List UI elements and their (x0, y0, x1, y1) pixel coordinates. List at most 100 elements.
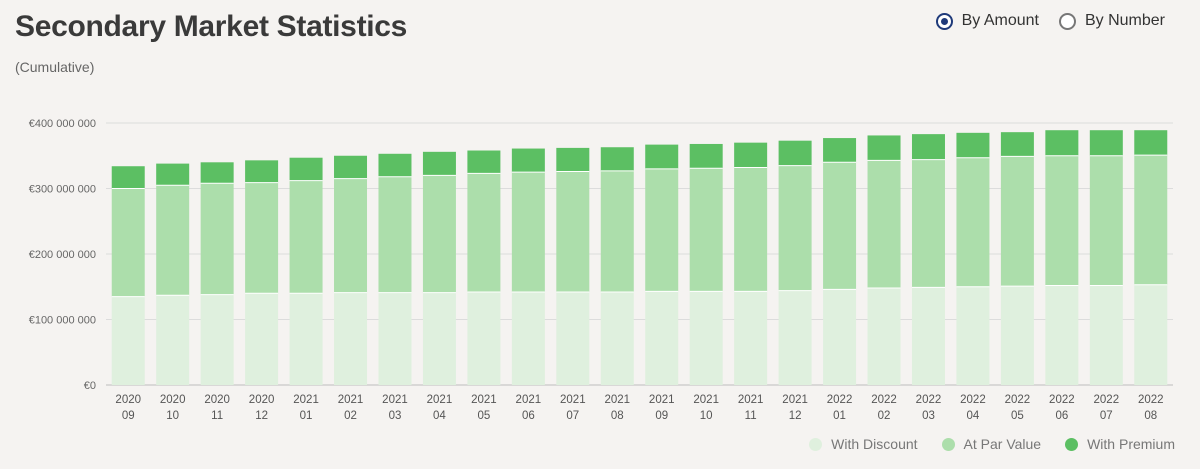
x-tick-month: 03 (922, 410, 935, 422)
bar-segment-discount (867, 288, 901, 385)
legend-label-premium: With Premium (1087, 436, 1175, 452)
x-tick-year: 2021 (471, 394, 497, 406)
x-tick-month: 06 (522, 410, 535, 422)
bar-segment-discount (245, 293, 279, 385)
page-subtitle: (Cumulative) (15, 59, 95, 75)
x-tick-year: 2021 (338, 394, 364, 406)
bar-segment-par (156, 185, 190, 296)
bar-segment-premium (1089, 130, 1123, 156)
bar-segment-premium (289, 157, 323, 181)
bar-segment-par (1134, 155, 1168, 285)
x-tick-month: 08 (611, 410, 624, 422)
radio-selected-icon (935, 12, 953, 30)
bar-segment-discount (111, 296, 145, 385)
bar-segment-par (422, 175, 456, 293)
x-tick-month: 10 (166, 410, 179, 422)
page-title: Secondary Market Statistics (15, 10, 408, 43)
bar-segment-discount (289, 293, 323, 385)
x-tick-year: 2021 (649, 394, 675, 406)
bar-segment-premium (1000, 132, 1034, 157)
bar-segment-discount (200, 294, 234, 385)
bar-segment-discount (1045, 285, 1079, 385)
bar-segment-par (556, 171, 590, 292)
x-tick-month: 02 (878, 410, 891, 422)
x-tick-month: 09 (122, 410, 135, 422)
x-tick-month: 04 (433, 410, 446, 422)
x-tick-month: 08 (1144, 410, 1157, 422)
y-tick-label: €300 000 000 (29, 184, 96, 196)
bar-segment-discount (334, 292, 368, 385)
bar-segment-discount (1089, 285, 1123, 385)
x-tick-month: 07 (566, 410, 579, 422)
x-tick-year: 2022 (916, 394, 942, 406)
y-tick-label: €100 000 000 (29, 315, 96, 327)
legend-label-discount: With Discount (831, 436, 918, 452)
bar-segment-premium (111, 166, 145, 189)
x-tick-year: 2021 (738, 394, 764, 406)
bar-segment-par (689, 168, 723, 292)
bar-segment-premium (378, 153, 412, 177)
bar-segment-discount (600, 291, 634, 385)
by-number-radio[interactable]: By Number (1058, 12, 1165, 30)
bar-segment-discount (378, 292, 412, 385)
x-tick-month: 06 (1055, 410, 1068, 422)
by-amount-radio[interactable]: By Amount (935, 12, 1039, 30)
x-tick-month: 10 (700, 410, 713, 422)
x-tick-year: 2021 (693, 394, 719, 406)
bar-segment-premium (1045, 130, 1079, 156)
x-tick-year: 2022 (1005, 394, 1031, 406)
x-tick-month: 05 (477, 410, 490, 422)
x-tick-year: 2022 (827, 394, 853, 406)
bar-segment-par (511, 172, 545, 292)
bar-segment-premium (200, 162, 234, 184)
bar-segment-premium (422, 151, 456, 176)
legend-dot-discount (809, 437, 823, 451)
bar-segment-par (867, 160, 901, 289)
bar-segment-discount (556, 291, 590, 385)
legend-label-par: At Par Value (963, 436, 1042, 452)
x-tick-year: 2021 (293, 394, 319, 406)
bar-segment-premium (556, 147, 590, 172)
bar-segment-discount (511, 291, 545, 385)
bar-segment-par (378, 176, 412, 293)
bar-segment-premium (867, 135, 901, 161)
bar-segment-premium (956, 132, 990, 158)
bar-segment-discount (911, 287, 945, 385)
bar-segment-par (778, 165, 812, 291)
x-tick-year: 2021 (516, 394, 542, 406)
bar-segment-discount (956, 286, 990, 385)
bar-segment-discount (467, 291, 501, 385)
x-tick-year: 2022 (1049, 394, 1075, 406)
x-tick-year: 2021 (560, 394, 586, 406)
bar-segment-par (111, 188, 145, 297)
x-tick-year: 2020 (249, 394, 275, 406)
bar-segment-par (1000, 156, 1034, 287)
x-tick-year: 2022 (871, 394, 897, 406)
radio-unselected-icon (1058, 12, 1076, 30)
bar-segment-premium (823, 138, 857, 163)
x-tick-month: 02 (344, 410, 357, 422)
bar-segment-par (600, 170, 634, 292)
legend-dot-premium (1065, 437, 1079, 451)
x-tick-year: 2020 (160, 394, 186, 406)
legend-item-par[interactable]: At Par Value (941, 436, 1042, 452)
x-tick-year: 2020 (204, 394, 230, 406)
legend-item-premium[interactable]: With Premium (1065, 436, 1175, 452)
view-toggle: By Amount By Number (935, 12, 1165, 30)
bar-segment-premium (1134, 130, 1168, 156)
bar-segment-par (956, 157, 990, 287)
bar-segment-premium (778, 140, 812, 166)
x-tick-month: 12 (789, 410, 802, 422)
x-tick-month: 09 (655, 410, 668, 422)
bar-segment-par (245, 182, 279, 294)
x-tick-year: 2021 (382, 394, 408, 406)
bar-segment-premium (245, 160, 279, 183)
x-tick-year: 2022 (960, 394, 986, 406)
x-tick-year: 2022 (1138, 394, 1164, 406)
bar-segment-discount (422, 292, 456, 385)
by-amount-label: By Amount (961, 12, 1039, 29)
legend-item-discount[interactable]: With Discount (809, 436, 918, 452)
bar-segment-premium (511, 148, 545, 173)
y-tick-label: €0 (84, 380, 96, 392)
